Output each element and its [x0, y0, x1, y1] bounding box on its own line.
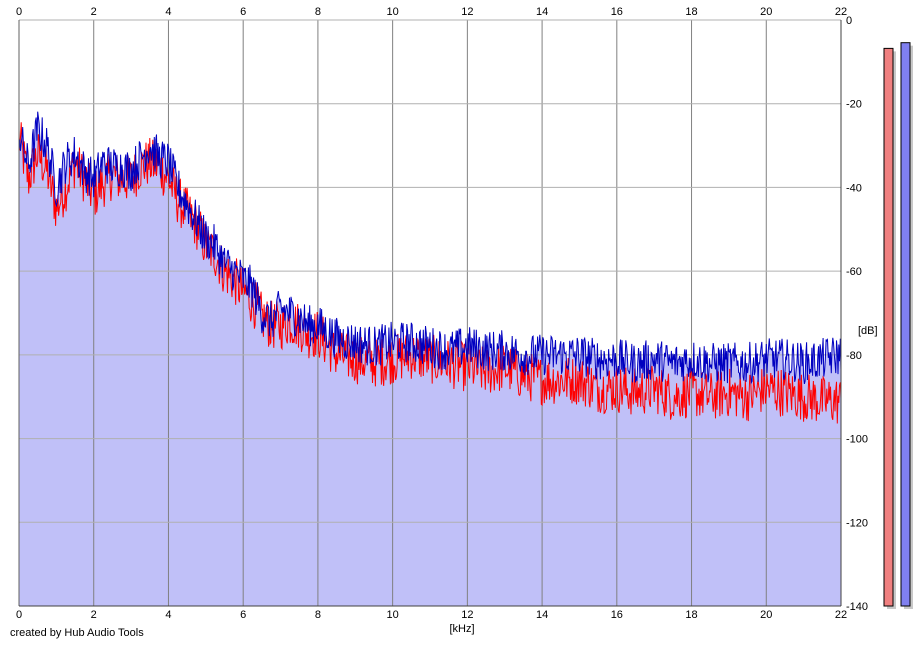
level-meter-bar [900, 42, 911, 607]
x-tick-label-bottom: 10 [387, 609, 399, 621]
y-tick-label: -80 [846, 350, 862, 362]
x-tick-label-top: 8 [315, 6, 321, 18]
y-tick-label: 0 [846, 15, 852, 27]
level-meters [883, 42, 913, 609]
grid-lines [18, 19, 842, 607]
x-tick-labels-bottom: 0 2 4 6 8 10 12 14 16 18 20 22 [16, 609, 847, 621]
x-tick-label-top: 22 [835, 6, 847, 18]
y-axis-label: [dB] [858, 325, 878, 337]
x-tick-label-bottom: 16 [611, 609, 623, 621]
x-tick-label-bottom: 18 [685, 609, 697, 621]
x-tick-label-top: 0 [16, 6, 22, 18]
x-tick-label-bottom: 20 [760, 609, 772, 621]
y-tick-labels: 0 -20 -40 -60 -80 -100 -120 -140 [846, 15, 868, 613]
x-axis-label: [kHz] [449, 623, 474, 635]
x-tick-labels-top: 0 2 4 6 8 10 12 14 16 18 20 22 [16, 6, 847, 18]
y-tick-label: -40 [846, 182, 862, 194]
x-tick-label-bottom: 8 [315, 609, 321, 621]
x-tick-label-bottom: 12 [461, 609, 473, 621]
x-tick-label-top: 18 [685, 6, 697, 18]
series-lines [18, 111, 842, 424]
level-meter-bar [883, 47, 894, 607]
axes [18, 20, 842, 607]
x-tick-label-bottom: 14 [536, 609, 548, 621]
y-tick-label: -60 [846, 266, 862, 278]
x-tick-label-bottom: 6 [240, 609, 246, 621]
x-tick-label-top: 12 [461, 6, 473, 18]
x-tick-label-bottom: 4 [165, 609, 171, 621]
y-tick-label: -100 [846, 434, 868, 446]
x-tick-label-bottom: 22 [835, 609, 847, 621]
credit-text: created by Hub Audio Tools [10, 627, 144, 639]
spectrum-fill [19, 111, 841, 606]
y-tick-label: -140 [846, 601, 868, 613]
x-tick-label-top: 6 [240, 6, 246, 18]
x-tick-label-bottom: 2 [91, 609, 97, 621]
series-layer [19, 111, 841, 606]
x-tick-label-top: 16 [611, 6, 623, 18]
y-tick-label: -120 [846, 517, 868, 529]
series-line-blue [18, 111, 842, 385]
x-tick-label-top: 10 [387, 6, 399, 18]
x-tick-label-top: 20 [760, 6, 772, 18]
x-tick-label-top: 14 [536, 6, 548, 18]
y-tick-label: -20 [846, 99, 862, 111]
x-tick-label-top: 4 [165, 6, 171, 18]
x-tick-label-bottom: 0 [16, 609, 22, 621]
x-tick-label-top: 2 [91, 6, 97, 18]
